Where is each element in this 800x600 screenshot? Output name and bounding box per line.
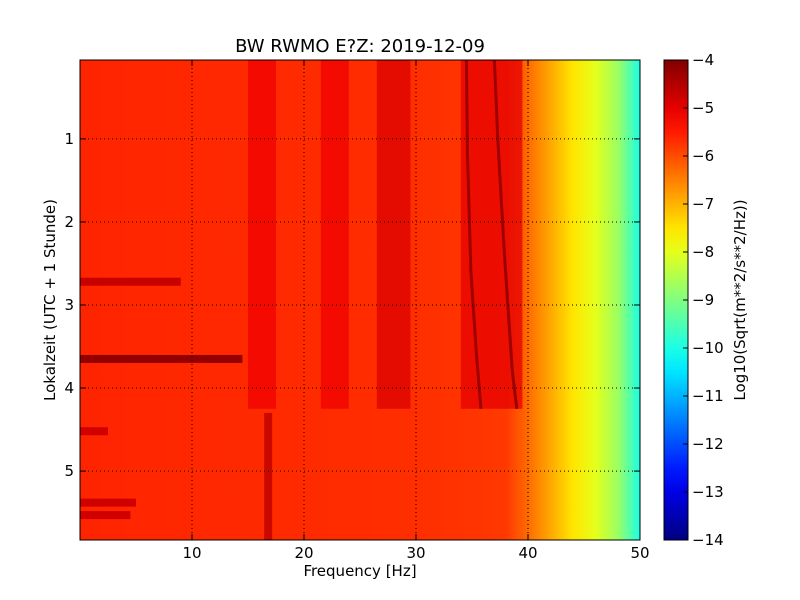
colorbar-tick-label-0: −4: [692, 51, 714, 69]
elevated-band-0: [248, 60, 276, 409]
x-tick-label-2: 30: [406, 544, 425, 562]
colorbar-tick-label-2: −6: [692, 147, 714, 165]
colorbar: −4 −5 −6 −7 −8 −9 −10 −11 −12 −13 −14 Log10(Sqrt(m…: [663, 51, 749, 549]
low-frequency-bursts: [80, 277, 243, 520]
grid-lines: [80, 60, 640, 540]
colorbar-ticks: −4 −5 −6 −7 −8 −9 −10 −11 −12 −13 −14: [683, 51, 724, 549]
colorbar-tick-label-4: −8: [692, 243, 714, 261]
x-axis-label: Frequency [Hz]: [303, 562, 416, 580]
colorbar-tick-label-3: −7: [692, 195, 714, 213]
tonal-line-0: [464, 60, 483, 409]
colorbar-tick-label-5: −9: [692, 291, 714, 309]
colorbar-tick-label-6: −10: [692, 339, 724, 357]
colorbar-tick-label-9: −13: [692, 483, 724, 501]
x-tick-label-0: 10: [182, 544, 201, 562]
burst-4: [80, 427, 108, 436]
burst-2: [80, 498, 136, 507]
elevated-band-1: [320, 60, 349, 409]
y-tick-label-4: 5: [64, 462, 74, 480]
plot-frame: [79, 59, 641, 541]
broadband-event: [264, 412, 273, 540]
burst-0: [80, 354, 243, 363]
y-tick-label-0: 1: [64, 130, 74, 148]
colorbar-tick-label-10: −14: [692, 531, 724, 549]
y-tick-label-2: 3: [64, 296, 74, 314]
heatmap-background: [80, 60, 640, 540]
x-tick-label-4: 50: [630, 544, 649, 562]
y-tick-label-3: 4: [64, 379, 74, 397]
tonal-lines: [464, 60, 519, 409]
burst-3: [80, 511, 131, 520]
x-tick-label-3: 40: [518, 544, 537, 562]
y-tick-label-1: 2: [64, 213, 74, 231]
colorbar-tick-label-7: −11: [692, 387, 724, 405]
chart-title: BW RWMO E?Z: 2019-12-09: [235, 36, 485, 57]
heatmap-plot-area: [80, 60, 640, 540]
x-axis-ticks: 10 20 30 40 50: [182, 60, 650, 562]
colorbar-label: Log10(Sqrt(m**2/s**2/Hz)): [731, 199, 749, 400]
tonal-line-1: [492, 60, 519, 409]
y-axis-label: Lokalzeit (UTC + 1 Stunde): [41, 199, 59, 401]
broadband-event-mark: [264, 412, 273, 540]
burst-1: [80, 277, 181, 286]
colorbar-tick-label-1: −5: [692, 99, 714, 117]
colorbar-tick-label-8: −12: [692, 435, 724, 453]
x-tick-label-1: 20: [294, 544, 313, 562]
y-axis-ticks: 1 2 3 4 5: [64, 130, 640, 480]
elevated-band-2: [376, 60, 411, 409]
